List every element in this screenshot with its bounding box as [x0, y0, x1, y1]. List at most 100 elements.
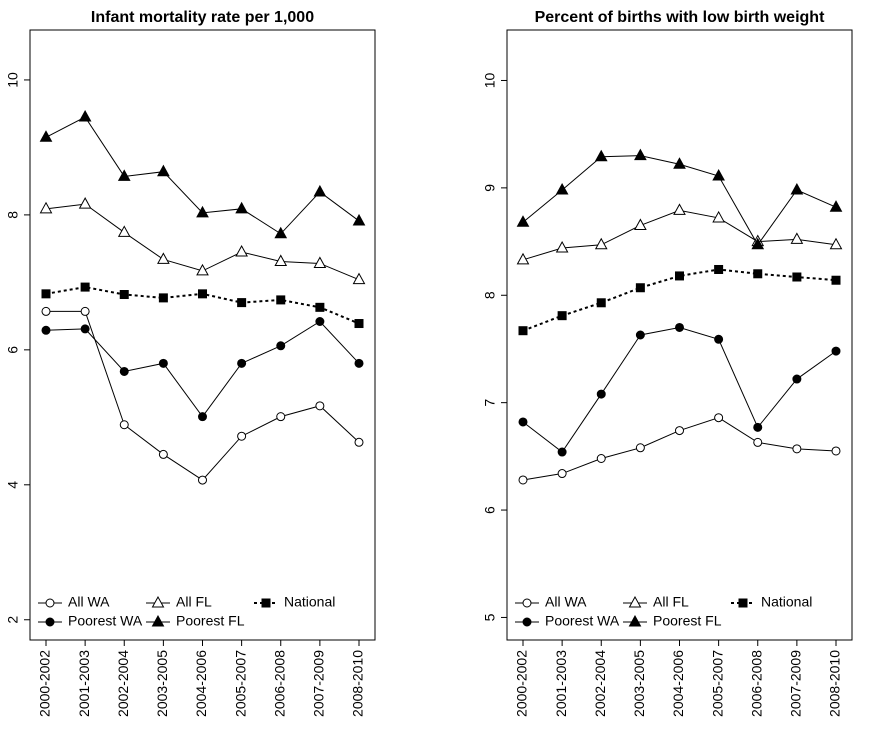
- point: [315, 302, 325, 312]
- point: [151, 614, 165, 627]
- point: [712, 210, 725, 223]
- point: [196, 205, 209, 218]
- y-tick-label: 8: [482, 291, 498, 299]
- x-tick-label: 2005-2007: [709, 650, 725, 717]
- point: [117, 225, 131, 237]
- point: [196, 263, 209, 276]
- x-tick-label: 2005-2007: [232, 650, 248, 717]
- legend-label: National: [761, 594, 812, 610]
- point: [78, 197, 92, 209]
- plot-frame: [506, 29, 853, 641]
- point: [831, 346, 841, 356]
- point: [829, 200, 843, 212]
- point: [792, 374, 802, 384]
- point: [80, 324, 90, 334]
- point: [635, 443, 645, 453]
- point: [198, 475, 207, 485]
- point: [235, 244, 248, 257]
- point: [41, 289, 51, 299]
- x-tick-label: 2008-2010: [350, 650, 366, 717]
- point: [831, 275, 841, 285]
- x-tick-label: 2001-2003: [76, 650, 92, 717]
- point: [557, 469, 567, 479]
- chart-title: Percent of births with low birth weight: [535, 9, 825, 26]
- series-line: [45, 320, 360, 418]
- legend-label: All WA: [68, 594, 110, 610]
- point: [117, 169, 131, 181]
- point: [714, 413, 724, 423]
- point: [158, 293, 168, 303]
- series-line: [522, 209, 837, 261]
- point: [41, 306, 51, 316]
- x-tick-label: 2003-2005: [154, 650, 170, 717]
- point: [276, 295, 286, 305]
- point: [158, 358, 168, 368]
- point: [635, 283, 645, 293]
- y-tick-label: 5: [482, 613, 498, 621]
- point: [119, 420, 129, 430]
- point: [753, 437, 763, 447]
- point: [753, 269, 763, 279]
- point: [315, 401, 325, 411]
- y-tick-label: 6: [482, 506, 498, 514]
- point: [516, 252, 530, 265]
- x-tick-label: 2001-2003: [553, 650, 569, 717]
- x-tick-label: 2007-2009: [311, 650, 327, 717]
- point: [237, 358, 247, 368]
- point: [594, 149, 608, 162]
- point: [792, 444, 802, 454]
- x-tick-label: 2004-2006: [670, 650, 686, 717]
- point: [354, 358, 364, 368]
- y-tick-label: 9: [482, 184, 498, 192]
- point: [675, 322, 684, 332]
- point: [555, 240, 569, 253]
- point: [738, 598, 748, 608]
- legend-label: All WA: [545, 594, 587, 610]
- point: [714, 264, 724, 274]
- x-tick-label: 2008-2010: [827, 650, 843, 717]
- point: [45, 598, 55, 608]
- point: [634, 148, 647, 161]
- point: [831, 446, 841, 456]
- point: [45, 617, 55, 627]
- point: [596, 454, 606, 464]
- point: [119, 290, 129, 300]
- point: [80, 306, 90, 316]
- point: [41, 325, 51, 335]
- point: [313, 256, 327, 268]
- point: [315, 317, 325, 327]
- point: [790, 182, 804, 195]
- point: [157, 252, 170, 264]
- x-tick-label: 2000-2002: [514, 650, 530, 717]
- y-tick-label: 10: [482, 72, 498, 88]
- point: [555, 182, 569, 195]
- point: [80, 282, 90, 292]
- point: [522, 617, 532, 627]
- point: [673, 157, 686, 169]
- point: [313, 184, 327, 197]
- point: [557, 447, 567, 457]
- x-tick-label: 2003-2005: [631, 650, 647, 717]
- point: [518, 326, 528, 336]
- point: [596, 389, 606, 399]
- x-tick-label: 2002-2004: [115, 650, 131, 717]
- point: [39, 201, 53, 214]
- point: [522, 598, 532, 608]
- point: [276, 341, 286, 351]
- point: [634, 218, 647, 230]
- point: [119, 366, 129, 376]
- point: [158, 449, 168, 459]
- point: [628, 595, 642, 608]
- point: [675, 426, 684, 436]
- y-tick-label: 8: [5, 211, 21, 219]
- x-tick-label: 2004-2006: [193, 650, 209, 717]
- x-tick-label: 2007-2009: [788, 650, 804, 717]
- point: [237, 431, 247, 441]
- x-tick-label: 2006-2008: [271, 650, 287, 717]
- point: [596, 298, 606, 308]
- point: [261, 598, 271, 608]
- legend-label: National: [284, 594, 335, 610]
- point: [235, 201, 248, 214]
- chart-title: Infant mortality rate per 1,000: [91, 9, 314, 26]
- point: [276, 412, 286, 422]
